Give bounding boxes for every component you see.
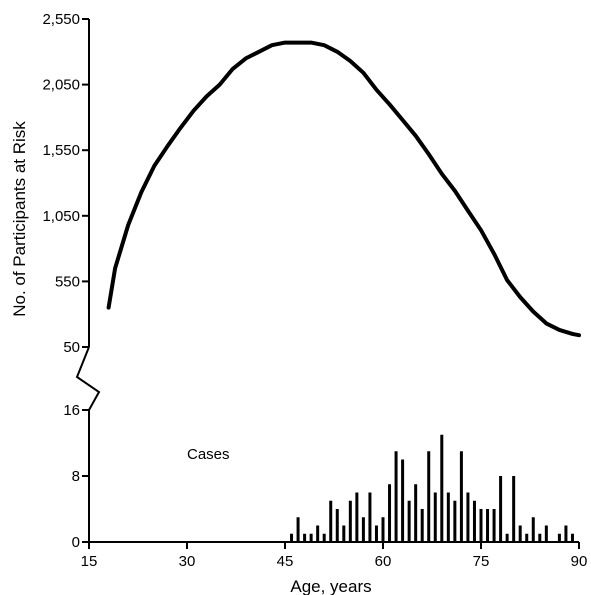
x-tick-label: 90	[571, 553, 588, 570]
y-tick-label-lower: 16	[63, 402, 80, 419]
cases-bar	[303, 533, 307, 542]
cases-bar	[446, 492, 450, 542]
cases-bar	[329, 500, 333, 542]
y-tick-label-lower: 8	[72, 468, 80, 485]
cases-bar	[492, 509, 496, 542]
y-tick-label-lower: 0	[72, 534, 80, 551]
cases-bar	[322, 533, 326, 542]
y-axis-break	[75, 346, 101, 411]
x-tick-label: 45	[277, 553, 294, 570]
at-risk-series	[106, 40, 581, 338]
y-tick-label-upper: 50	[63, 339, 80, 356]
cases-bar	[407, 500, 411, 542]
cases-bar	[335, 509, 339, 542]
at-risk-line	[106, 40, 581, 338]
cases-bar	[316, 525, 320, 542]
cases-bar	[342, 525, 346, 542]
y-tick-label-upper: 2,550	[42, 11, 80, 28]
cases-bar	[388, 484, 392, 542]
cases-bar	[420, 509, 424, 542]
cases-bar	[361, 517, 365, 542]
cases-bar	[296, 517, 300, 542]
cases-bar	[453, 500, 457, 542]
chart-labels: Age, years No. of Participants at Risk C…	[10, 121, 372, 595]
x-axis-title: Age, years	[290, 577, 371, 595]
axes: 50 550 1,050 1,550 2,050 2,550 0 8 16 15 30 45 60 75 9…	[42, 11, 587, 570]
cases-bar	[433, 492, 437, 542]
cases-bar	[538, 533, 542, 542]
cases-bar	[544, 525, 548, 542]
cases-bar	[309, 533, 313, 542]
cases-bar	[348, 500, 352, 542]
cases-bar	[401, 459, 405, 542]
x-tick-label: 60	[375, 553, 392, 570]
cases-bar	[355, 492, 359, 542]
y-tick-label-upper: 550	[55, 273, 80, 290]
cases-bar	[499, 476, 503, 542]
x-tick-label: 30	[179, 553, 196, 570]
cases-bar	[374, 525, 378, 542]
cases-bar	[479, 509, 483, 542]
cases-bar	[486, 509, 490, 542]
cases-bar	[381, 517, 385, 542]
x-tick-label: 75	[473, 553, 490, 570]
cases-bar	[518, 525, 522, 542]
cases-bar	[512, 476, 516, 542]
y-axis-title: No. of Participants at Risk	[10, 121, 29, 317]
cases-bar	[368, 492, 372, 542]
cases-annotation: Cases	[187, 446, 230, 463]
cases-bars	[290, 434, 574, 542]
cases-bar	[564, 525, 568, 542]
cases-bar	[440, 434, 444, 542]
cases-bar	[459, 451, 463, 542]
cases-bar	[472, 500, 476, 542]
y-tick-label-upper: 1,050	[42, 208, 80, 225]
cases-bar	[557, 533, 561, 542]
cases-bar	[505, 533, 509, 542]
cases-bar	[394, 451, 398, 542]
cases-bar	[466, 492, 470, 542]
cases-bar	[570, 533, 574, 542]
y-tick-label-upper: 2,050	[42, 77, 80, 94]
y-tick-label-upper: 1,550	[42, 142, 80, 159]
cases-bar	[427, 451, 431, 542]
cases-bar	[531, 517, 535, 542]
x-tick-label: 15	[81, 553, 98, 570]
cases-bar	[290, 533, 294, 542]
cases-bar	[414, 484, 418, 542]
cases-bar	[525, 533, 529, 542]
